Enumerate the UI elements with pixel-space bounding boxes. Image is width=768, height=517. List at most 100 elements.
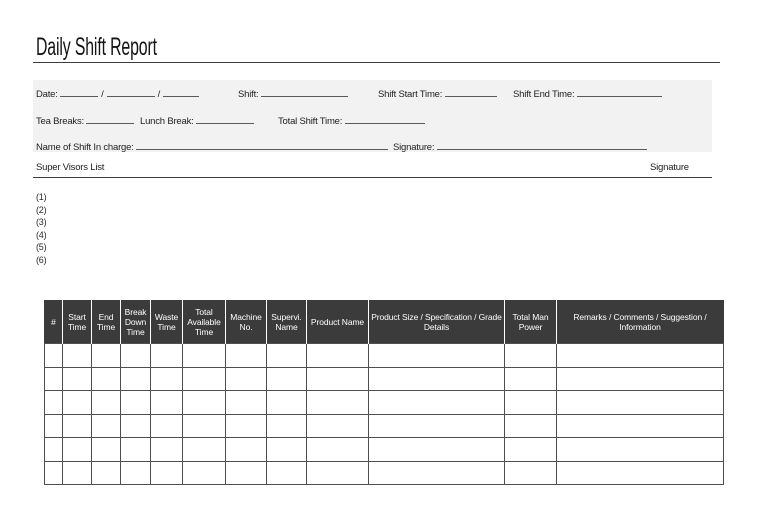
table-cell[interactable] — [266, 413, 307, 438]
table-cell[interactable] — [91, 343, 121, 368]
table-cell[interactable] — [225, 460, 267, 485]
table-cell[interactable] — [368, 437, 505, 462]
table-cell[interactable] — [225, 366, 267, 391]
supervisor-line-number: (3) — [36, 217, 47, 228]
table-cell[interactable] — [266, 366, 307, 391]
supervisor-line-4[interactable]: (4) — [36, 229, 47, 242]
col-header-start-time: Start Time — [62, 300, 92, 344]
table-cell[interactable] — [368, 366, 505, 391]
table-cell[interactable] — [504, 460, 557, 485]
date-year-blank[interactable] — [163, 88, 200, 97]
table-cell[interactable] — [91, 390, 121, 415]
supervisor-line-2[interactable]: (2) — [36, 204, 47, 217]
table-cell[interactable] — [306, 460, 369, 485]
table-cell[interactable] — [266, 390, 307, 415]
table-cell[interactable] — [266, 343, 307, 368]
table-cell[interactable] — [62, 366, 92, 391]
table-cell[interactable] — [150, 413, 183, 438]
table-cell[interactable] — [120, 366, 151, 391]
tea-breaks-blank[interactable] — [86, 115, 135, 124]
table-cell[interactable] — [368, 390, 505, 415]
supervisor-line-number: (1) — [36, 192, 47, 202]
table-cell[interactable] — [556, 437, 724, 462]
table-cell[interactable] — [44, 437, 63, 462]
table-cell[interactable] — [91, 413, 121, 438]
supervisor-line-number: (4) — [36, 229, 47, 240]
shift-start-time-blank[interactable] — [444, 88, 497, 97]
supervisor-line-1[interactable]: (1) — [36, 191, 47, 204]
table-cell[interactable] — [504, 437, 557, 462]
table-cell[interactable] — [556, 343, 724, 368]
table-cell[interactable] — [182, 390, 226, 415]
table-cell[interactable] — [120, 460, 151, 485]
table-cell[interactable] — [44, 366, 63, 391]
table-cell[interactable] — [62, 460, 92, 485]
shift-incharge-blank[interactable] — [136, 141, 389, 150]
table-cell[interactable] — [62, 343, 92, 368]
table-cell[interactable] — [120, 343, 151, 368]
incharge-signature-blank[interactable] — [436, 141, 647, 150]
table-cell[interactable] — [225, 343, 267, 368]
table-cell[interactable] — [120, 390, 151, 415]
table-cell[interactable] — [44, 343, 63, 368]
supervisor-line-number: (5) — [36, 242, 47, 253]
lunch-break-blank[interactable] — [196, 115, 255, 124]
table-cell[interactable] — [504, 413, 557, 438]
shift-report-table: # Start Time End Time Break Down Time Wa… — [44, 300, 724, 485]
table-cell[interactable] — [120, 437, 151, 462]
table-cell[interactable] — [225, 413, 267, 438]
table-cell[interactable] — [504, 343, 557, 368]
table-cell[interactable] — [266, 460, 307, 485]
table-cell[interactable] — [556, 390, 724, 415]
table-cell[interactable] — [62, 437, 92, 462]
col-header-end-time: End Time — [91, 300, 121, 344]
table-cell[interactable] — [266, 437, 307, 462]
table-cell[interactable] — [150, 437, 183, 462]
table-cell[interactable] — [150, 366, 183, 391]
table-cell[interactable] — [182, 460, 226, 485]
table-cell[interactable] — [150, 343, 183, 368]
table-cell[interactable] — [62, 413, 92, 438]
table-cell[interactable] — [556, 460, 724, 485]
table-cell[interactable] — [44, 413, 63, 438]
total-shift-time-blank[interactable] — [344, 115, 425, 124]
table-cell[interactable] — [306, 390, 369, 415]
shift-end-time-field: Shift End Time: — [513, 88, 662, 100]
table-cell[interactable] — [306, 366, 369, 391]
table-cell[interactable] — [91, 460, 121, 485]
table-cell[interactable] — [182, 413, 226, 438]
shift-end-time-blank[interactable] — [576, 88, 662, 97]
table-cell[interactable] — [225, 437, 267, 462]
date-day-blank[interactable] — [60, 88, 99, 97]
table-cell[interactable] — [504, 366, 557, 391]
table-cell[interactable] — [44, 390, 63, 415]
shift-start-time-label: Shift Start Time: — [378, 89, 443, 100]
table-cell[interactable] — [556, 366, 724, 391]
table-cell[interactable] — [150, 390, 183, 415]
table-cell[interactable] — [91, 437, 121, 462]
table-cell[interactable] — [150, 460, 183, 485]
table-cell[interactable] — [62, 390, 92, 415]
table-cell[interactable] — [225, 390, 267, 415]
table-cell[interactable] — [504, 390, 557, 415]
table-cell[interactable] — [368, 460, 505, 485]
table-cell[interactable] — [368, 343, 505, 368]
supervisor-line-5[interactable]: (5) — [36, 241, 47, 254]
table-cell[interactable] — [91, 366, 121, 391]
table-cell[interactable] — [306, 343, 369, 368]
table-cell[interactable] — [44, 460, 63, 485]
supervisor-line-number: (2) — [36, 204, 47, 215]
page-title: Daily Shift Report — [36, 33, 157, 62]
table-cell[interactable] — [182, 437, 226, 462]
supervisor-line-3[interactable]: (3) — [36, 216, 47, 229]
table-cell[interactable] — [368, 413, 505, 438]
table-cell[interactable] — [556, 413, 724, 438]
date-month-blank[interactable] — [106, 88, 155, 97]
table-cell[interactable] — [182, 343, 226, 368]
table-cell[interactable] — [306, 413, 369, 438]
table-cell[interactable] — [306, 437, 369, 462]
supervisor-line-6[interactable]: (6) — [36, 254, 47, 267]
table-cell[interactable] — [182, 366, 226, 391]
shift-blank[interactable] — [260, 88, 348, 97]
table-cell[interactable] — [120, 413, 151, 438]
